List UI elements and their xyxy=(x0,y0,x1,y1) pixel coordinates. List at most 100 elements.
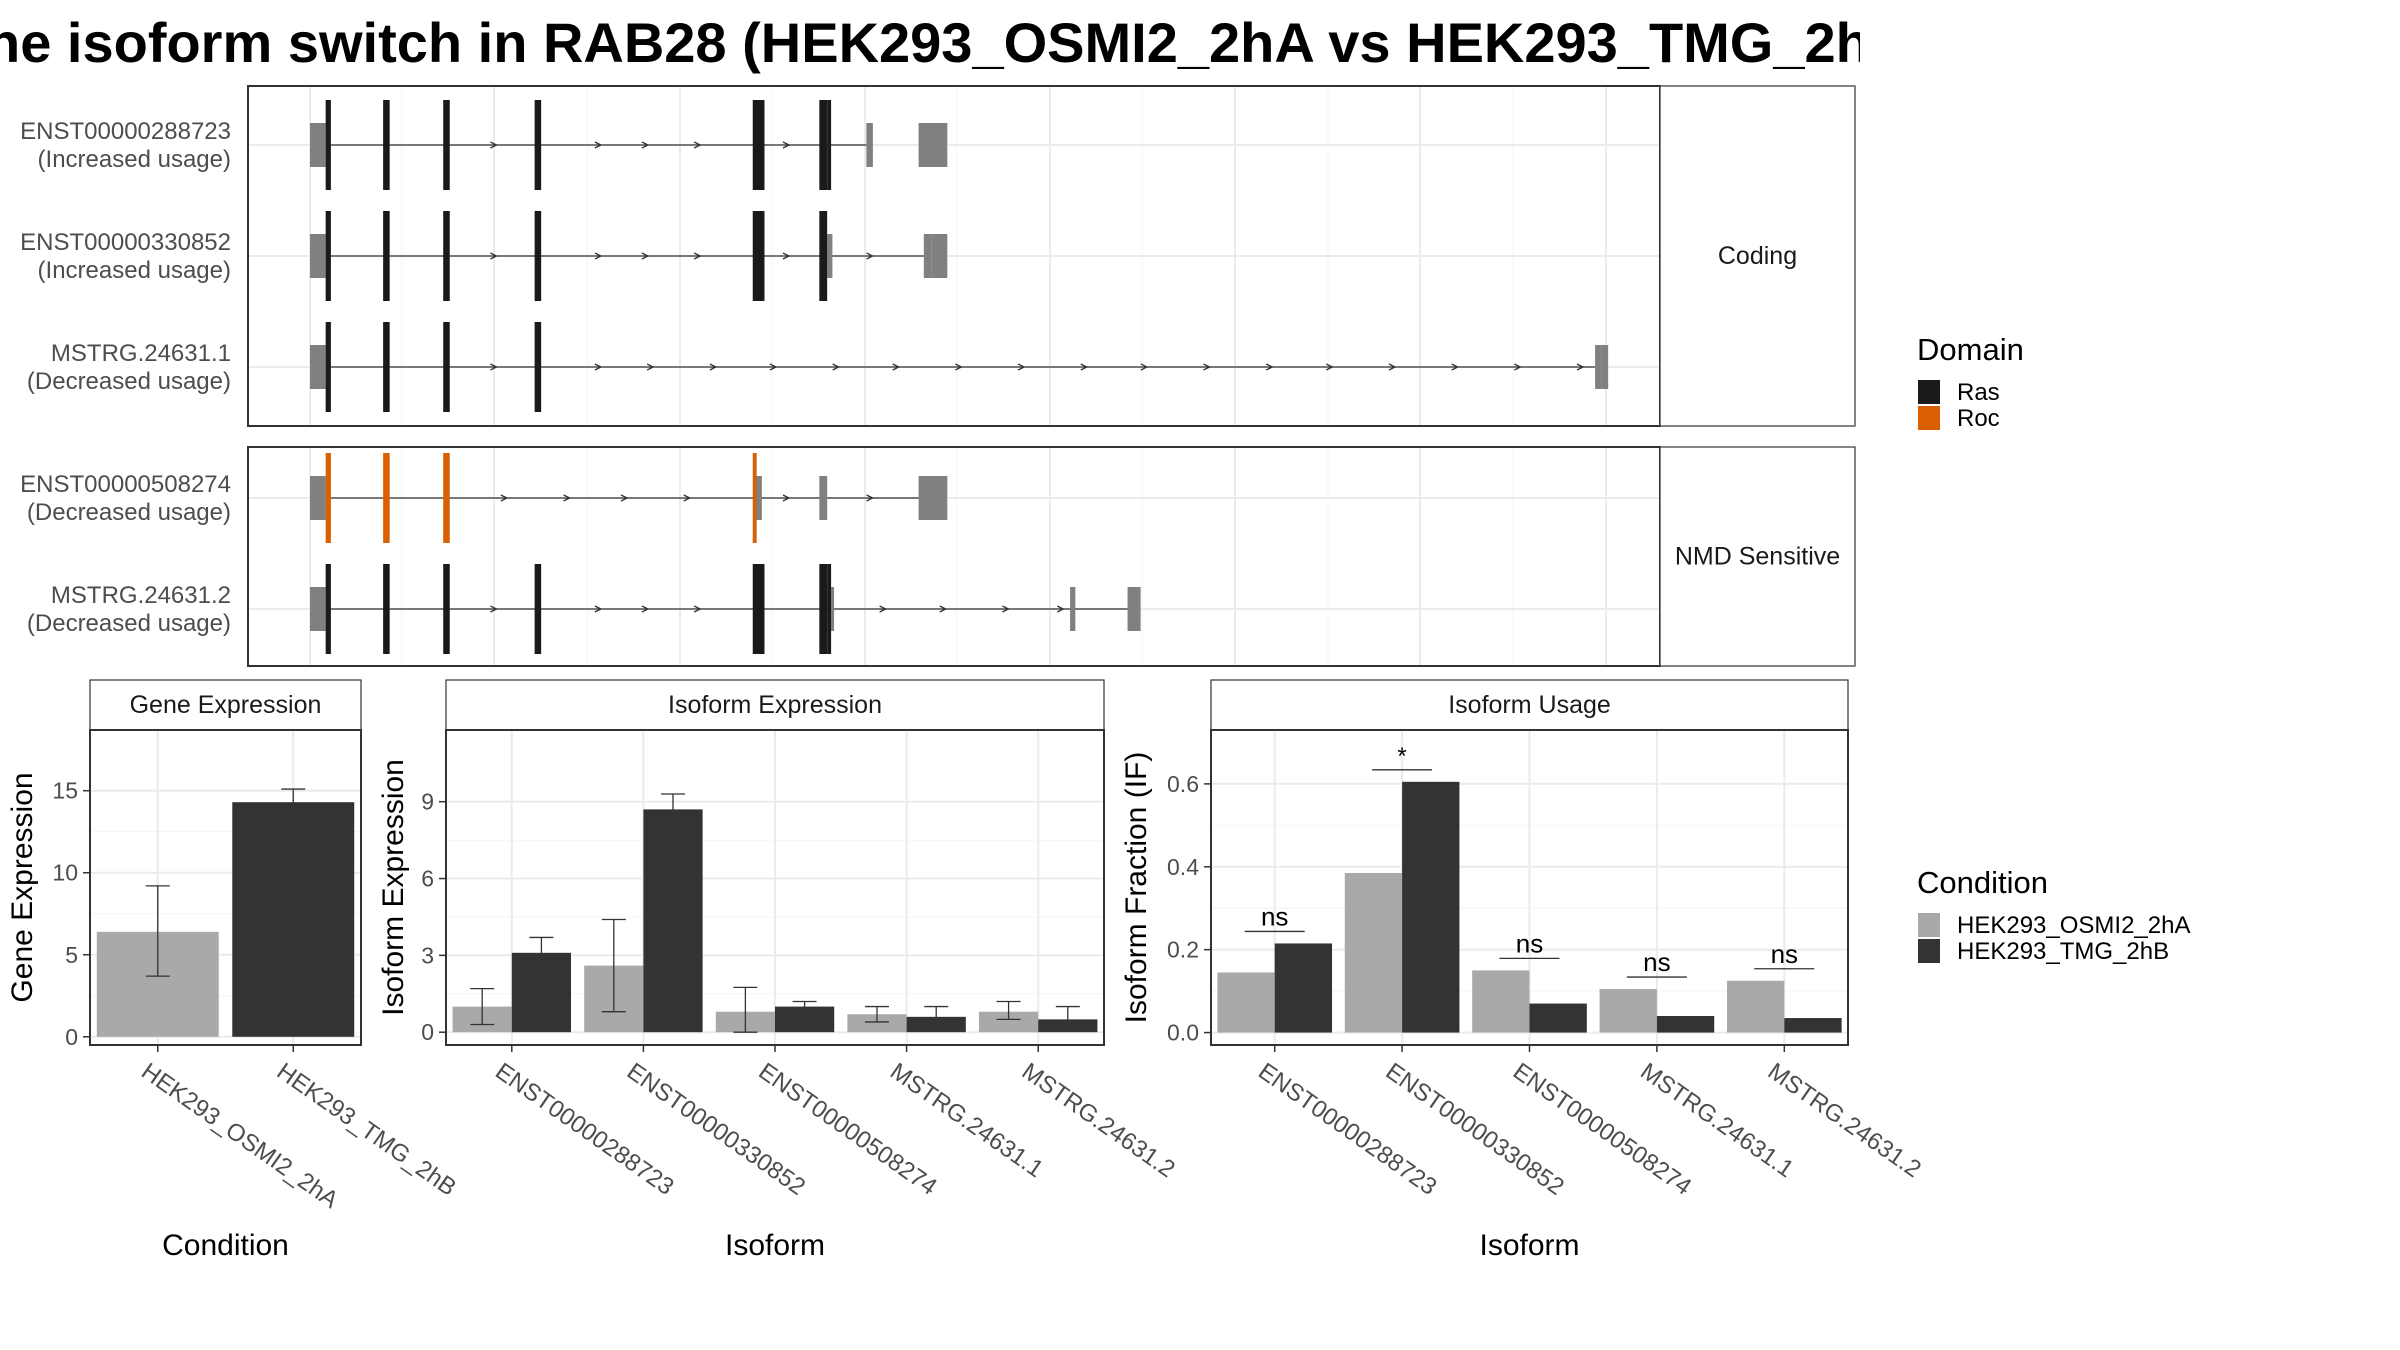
intron-arrow xyxy=(1080,363,1089,371)
intron-arrow xyxy=(955,363,963,371)
ras-domain-exon xyxy=(383,211,390,301)
utr-exon xyxy=(310,234,326,278)
bar xyxy=(1784,1018,1842,1033)
y-axis-title: Isoform Expression xyxy=(377,759,410,1016)
y-tick-label: 0.2 xyxy=(1167,937,1199,963)
utr-exon xyxy=(918,123,948,167)
ras-domain-exon xyxy=(752,211,765,301)
roc-domain-exon xyxy=(325,453,331,543)
intron-arrow xyxy=(500,494,509,502)
intron-arrow xyxy=(1140,363,1149,371)
intron-arrow xyxy=(646,363,655,371)
facet-strip xyxy=(1659,85,1856,427)
legend-label: Ras xyxy=(1957,379,2000,406)
intron-arrow xyxy=(892,363,901,371)
intron-arrow xyxy=(1265,363,1274,371)
panel-border xyxy=(1210,729,1849,1046)
y-tick-label: 0 xyxy=(65,1024,78,1050)
bar xyxy=(1344,872,1403,1033)
intron-arrow xyxy=(1056,605,1065,613)
utr-exon xyxy=(827,234,833,278)
utr-exon xyxy=(918,476,948,520)
intron-arrow xyxy=(594,252,603,260)
transcript-id-label: ENST00000330852 xyxy=(20,229,231,256)
utr-exon xyxy=(1127,587,1141,631)
bar xyxy=(1274,943,1333,1033)
intron-arrow xyxy=(1514,363,1522,371)
intron-arrow xyxy=(709,363,718,371)
facet-nmd-sensitive: NMD Sensitive ENST00000508274(Decreased u… xyxy=(20,446,1856,667)
facet-label: NMD Sensitive xyxy=(1675,543,1840,571)
y-tick-label: 0.6 xyxy=(1167,771,1199,797)
intron-arrow xyxy=(1576,363,1585,371)
transcript-enst00000288723: ENST00000288723(Increased usage) xyxy=(20,100,948,190)
intron-arrow xyxy=(641,252,650,260)
panel-border xyxy=(445,729,1105,1046)
intron-arrow xyxy=(594,605,603,613)
intron-arrow xyxy=(1325,363,1334,371)
transcript-id-label: ENST00000288723 xyxy=(20,118,231,145)
utr-exon xyxy=(931,234,948,278)
bar xyxy=(1726,980,1785,1033)
utr-exon xyxy=(310,587,326,631)
significance-label: ns xyxy=(1516,928,1543,958)
utr-exon xyxy=(310,123,326,167)
significance-label: ns xyxy=(1771,939,1798,969)
significance-label: ns xyxy=(1261,901,1288,931)
panel-border xyxy=(89,729,362,1046)
ras-domain-exon xyxy=(534,100,542,190)
intron-arrow xyxy=(866,252,875,260)
facet-strip xyxy=(445,679,1105,731)
legend-key-roc xyxy=(1918,406,1940,430)
y-tick-label: 5 xyxy=(65,942,78,968)
y-tick-label: 10 xyxy=(52,860,78,886)
transcript-id-label: MSTRG.24631.1 xyxy=(51,340,231,367)
y-tick-label: 6 xyxy=(421,866,434,892)
ras-domain-exon xyxy=(443,211,450,301)
ras-domain-exon xyxy=(443,100,450,190)
y-tick-label: 3 xyxy=(421,942,434,968)
intron-arrow xyxy=(693,252,702,260)
transcript-mstrg-24631-1: MSTRG.24631.1(Decreased usage) xyxy=(27,322,1609,412)
ras-domain-exon xyxy=(819,564,828,654)
intron-arrow xyxy=(594,363,603,371)
transcript-usage-label: (Increased usage) xyxy=(38,257,231,284)
intron-arrow xyxy=(693,605,702,613)
intron-arrow xyxy=(866,494,875,502)
bar xyxy=(1529,1003,1587,1033)
utr-exon xyxy=(923,234,932,278)
y-tick-label: 0.4 xyxy=(1167,854,1199,880)
transcript-id-label: MSTRG.24631.2 xyxy=(51,582,231,609)
ras-domain-exon xyxy=(383,100,390,190)
utr-exon xyxy=(1601,345,1609,389)
transcript-usage-label: (Decreased usage) xyxy=(27,368,231,395)
transcript-usage-label: (Decreased usage) xyxy=(27,610,231,637)
intron-arrow xyxy=(879,605,888,613)
intron-arrow xyxy=(620,494,629,502)
intron-arrow xyxy=(490,605,498,613)
panel-background xyxy=(248,447,1660,666)
legend-label: HEK293_TMG_2hB xyxy=(1957,938,2169,965)
ras-domain-exon xyxy=(443,322,450,412)
transcript-enst00000508274: ENST00000508274(Decreased usage) xyxy=(20,453,948,543)
utr-exon xyxy=(831,587,835,631)
bar xyxy=(1217,972,1275,1033)
intron-arrow xyxy=(939,605,948,613)
chart-title: he isoform switch in RAB28 (HEK293_OSMI2… xyxy=(0,11,1860,74)
x-axis-title: Isoform xyxy=(1479,1229,1579,1262)
bar xyxy=(978,1011,1039,1033)
bar xyxy=(1472,970,1530,1033)
x-axis-title: Isoform xyxy=(725,1229,825,1262)
facet-strip xyxy=(1659,446,1856,667)
intron-arrow xyxy=(490,141,498,149)
intron-arrow xyxy=(594,141,603,149)
ras-domain-exon xyxy=(443,564,450,654)
utr-exon xyxy=(1070,587,1076,631)
facet-label: Coding xyxy=(1718,242,1797,270)
y-tick-label: 9 xyxy=(421,789,434,815)
facet-strip xyxy=(89,679,362,731)
intron-arrow xyxy=(769,363,778,371)
intron-arrow xyxy=(1017,363,1026,371)
